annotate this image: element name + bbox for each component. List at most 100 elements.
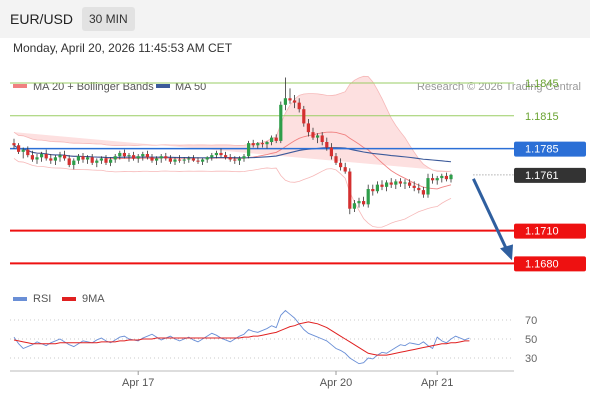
candle bbox=[403, 182, 407, 184]
candle bbox=[366, 189, 370, 205]
candle bbox=[168, 158, 172, 162]
candle bbox=[90, 157, 94, 163]
candle bbox=[155, 158, 159, 161]
candle bbox=[196, 160, 200, 162]
candle bbox=[421, 190, 425, 195]
candle bbox=[306, 123, 310, 133]
candle bbox=[86, 157, 90, 160]
candle bbox=[288, 98, 292, 101]
candle bbox=[329, 147, 333, 157]
candle bbox=[334, 156, 338, 163]
candle bbox=[109, 159, 113, 163]
x-tick-label: Apr 17 bbox=[122, 377, 154, 389]
candle bbox=[63, 155, 67, 159]
candle bbox=[187, 158, 191, 160]
candle bbox=[417, 187, 421, 191]
candle bbox=[118, 152, 122, 157]
candle bbox=[224, 155, 228, 158]
candle bbox=[449, 174, 453, 180]
forecast-arrow-head bbox=[500, 244, 513, 261]
candle bbox=[191, 158, 195, 161]
candle bbox=[352, 203, 356, 209]
candle bbox=[237, 158, 241, 161]
candle bbox=[311, 132, 315, 138]
candle bbox=[380, 184, 384, 187]
forecast-arrow-shaft bbox=[472, 178, 509, 251]
candle bbox=[398, 181, 402, 184]
level-label-3: 1.1761 bbox=[525, 170, 559, 182]
candle bbox=[17, 145, 21, 152]
candle bbox=[12, 143, 16, 146]
candle bbox=[444, 175, 448, 180]
ma50-legend-label: MA 50 bbox=[175, 81, 206, 93]
rsi-ma-legend-label: 9MA bbox=[82, 293, 105, 305]
candle bbox=[228, 157, 232, 160]
rsi-tick-label: 50 bbox=[525, 334, 537, 346]
candle bbox=[141, 154, 145, 157]
candle bbox=[325, 142, 329, 148]
ma50-legend-swatch bbox=[156, 84, 170, 88]
candle bbox=[30, 155, 34, 160]
candle bbox=[394, 181, 398, 185]
credit-label: Research © 2026 Trading Central bbox=[417, 81, 581, 93]
candle bbox=[104, 158, 108, 163]
candle bbox=[348, 171, 352, 209]
candle bbox=[440, 175, 444, 179]
level-tag-3 bbox=[514, 167, 586, 183]
candle bbox=[72, 160, 76, 165]
candle bbox=[279, 104, 283, 141]
ma20-legend-label: MA 20 + Bollinger Bands bbox=[33, 81, 154, 93]
candle bbox=[44, 154, 48, 159]
candle bbox=[159, 156, 163, 159]
candle bbox=[58, 155, 62, 158]
candle bbox=[251, 143, 255, 146]
candle bbox=[99, 158, 103, 161]
candle bbox=[81, 156, 85, 160]
candle bbox=[320, 135, 324, 142]
level-label-4: 1.1710 bbox=[525, 226, 559, 238]
rsi-tick-label: 70 bbox=[525, 315, 537, 327]
candle bbox=[339, 162, 343, 168]
candle bbox=[122, 152, 126, 157]
candle bbox=[412, 185, 416, 188]
candle bbox=[21, 149, 25, 152]
candle bbox=[210, 155, 214, 158]
rsi-tick-label: 30 bbox=[525, 353, 537, 365]
candle bbox=[265, 142, 269, 145]
candle bbox=[385, 182, 389, 187]
candle bbox=[343, 167, 347, 172]
x-tick-label: Apr 20 bbox=[320, 377, 352, 389]
candle bbox=[408, 182, 412, 186]
candle bbox=[297, 102, 301, 110]
rsi-ma-line bbox=[13, 321, 470, 356]
candle bbox=[283, 98, 287, 105]
candle bbox=[35, 157, 39, 160]
candle bbox=[426, 178, 430, 195]
candle bbox=[76, 156, 80, 161]
timeframe-button[interactable]: 30 MIN bbox=[82, 7, 135, 31]
candle bbox=[260, 143, 264, 145]
candle bbox=[178, 159, 182, 161]
datetime-label: Monday, April 20, 2026 11:45:53 AM CET bbox=[13, 41, 233, 55]
candle bbox=[371, 189, 375, 192]
candle bbox=[247, 143, 251, 157]
bollinger-upper bbox=[13, 75, 452, 172]
candle bbox=[132, 155, 136, 159]
candle bbox=[375, 184, 379, 192]
level-tag-2 bbox=[514, 141, 586, 157]
candle bbox=[435, 178, 439, 181]
candle bbox=[316, 135, 320, 138]
candle bbox=[270, 137, 274, 142]
candle bbox=[362, 201, 366, 205]
level-label-5: 1.1680 bbox=[525, 258, 559, 270]
candle bbox=[242, 156, 246, 159]
header-bar: EUR/USD 30 MIN bbox=[0, 0, 590, 38]
candle bbox=[233, 159, 237, 161]
candle bbox=[49, 158, 53, 161]
candle bbox=[67, 158, 71, 165]
candle bbox=[389, 182, 393, 185]
level-label-0: 1.1845 bbox=[525, 78, 559, 90]
candle bbox=[40, 154, 44, 158]
candle bbox=[113, 156, 117, 160]
